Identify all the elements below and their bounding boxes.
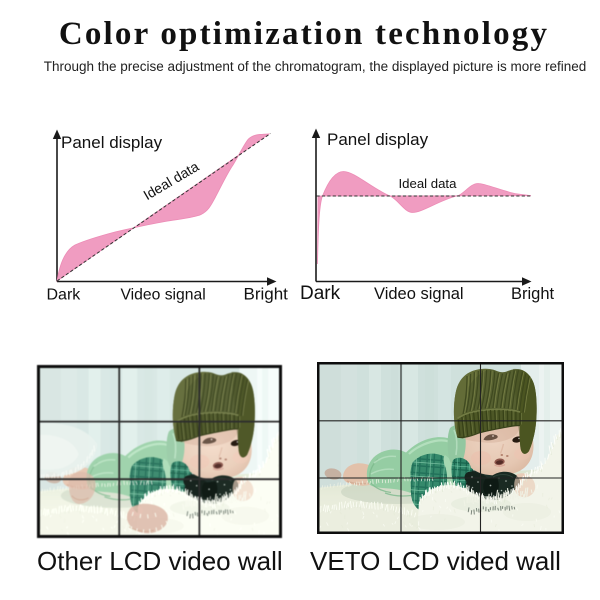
svg-text:Video signal: Video signal [121, 287, 206, 304]
svg-text:Panel display: Panel display [327, 130, 429, 149]
svg-text:Video signal: Video signal [374, 285, 464, 303]
svg-text:Bright: Bright [244, 285, 289, 304]
svg-text:Panel display: Panel display [61, 133, 163, 152]
svg-text:Dark: Dark [47, 287, 82, 304]
svg-text:Dark: Dark [300, 283, 341, 304]
svg-text:Bright: Bright [511, 285, 555, 303]
svg-text:Ideal data: Ideal data [399, 176, 458, 191]
